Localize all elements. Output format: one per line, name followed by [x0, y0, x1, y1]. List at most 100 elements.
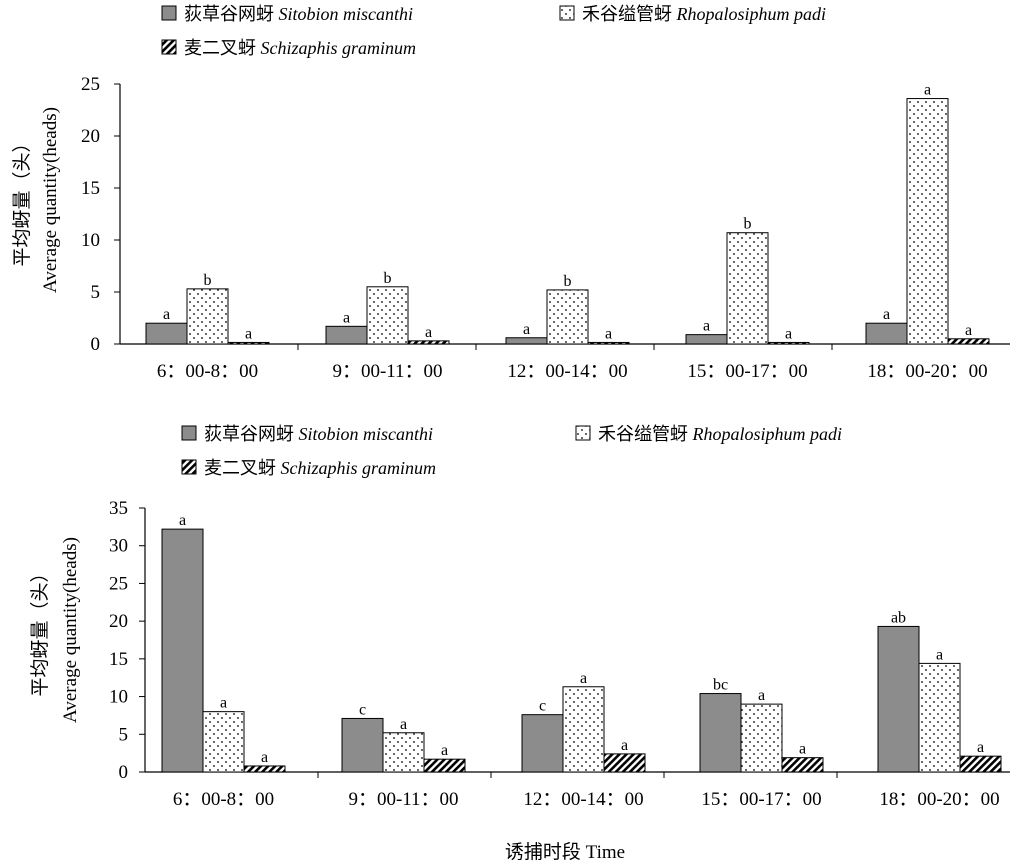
data-label: a [400, 716, 407, 733]
legend-label: 麦二叉蚜 Schizaphis graminum [204, 458, 436, 478]
y-tick-label: 30 [109, 536, 128, 557]
data-label: ab [891, 609, 906, 626]
bar-sitobion [341, 717, 384, 773]
y-axis-label-en: Average quantity(heads) [60, 537, 81, 723]
legend-label: 荻草谷网蚜 Sitobion miscanthi [204, 424, 433, 444]
data-label: a [441, 742, 448, 759]
legend-item-1: 禾谷缢管蚜 Rhopalosiphum padi [559, 4, 826, 24]
bar-rhopalosiphum [382, 732, 425, 773]
bar-sitobion [145, 322, 188, 345]
bar-schizaphis [227, 341, 270, 345]
bar-schizaphis [423, 758, 466, 773]
bar-sitobion [699, 693, 742, 773]
bar-sitobion [685, 334, 728, 345]
y-tick-label: 5 [119, 724, 129, 745]
data-label: a [179, 512, 186, 529]
bar-schizaphis [959, 755, 1002, 773]
data-label: a [936, 646, 943, 663]
y-axis-label-cn: 平均蚜量（头） [11, 133, 33, 266]
x-tick-label: 18：00-20：00 [867, 361, 987, 382]
bar-sitobion [521, 714, 564, 773]
legend-item-2: 麦二叉蚜 Schizaphis graminum [181, 458, 436, 478]
data-label: a [924, 82, 931, 99]
data-label: a [621, 737, 628, 754]
x-tick-label: 6：00-8：00 [173, 789, 274, 810]
y-tick-label: 25 [109, 573, 128, 594]
legend-swatch [559, 5, 575, 21]
y-tick-label: 0 [91, 334, 101, 355]
bar-rhopalosiphum [562, 686, 605, 773]
data-label: b [744, 216, 752, 233]
chart-top: 荻草谷网蚜 Sitobion miscanthi 禾谷缢管蚜 Rhopalosip… [11, 4, 1010, 382]
legend-label: 麦二叉蚜 Schizaphis graminum [184, 38, 416, 58]
x-tick-label: 15：00-17：00 [687, 361, 807, 382]
data-label: b [384, 270, 392, 287]
data-label: c [359, 701, 366, 718]
legend-swatch [161, 5, 177, 21]
y-tick-label: 20 [109, 611, 128, 632]
data-label: b [564, 273, 572, 290]
y-tick-label: 25 [81, 74, 100, 95]
data-label: a [245, 325, 252, 342]
data-label: a [220, 695, 227, 712]
bar-sitobion [505, 337, 548, 345]
bar-schizaphis [767, 341, 810, 345]
bar-rhopalosiphum [918, 662, 961, 773]
legend-swatch [181, 425, 197, 441]
bar-rhopalosiphum [906, 98, 949, 345]
bar-sitobion [325, 325, 368, 345]
data-label: c [539, 698, 546, 715]
y-tick-label: 15 [81, 178, 100, 199]
data-label: a [758, 687, 765, 704]
y-tick-label: 5 [91, 282, 101, 303]
chart-bottom: 荻草谷网蚜 Sitobion miscanthi 禾谷缢管蚜 Rhopalosip… [29, 424, 1010, 810]
bar-rhopalosiphum [546, 289, 589, 345]
y-tick-label: 0 [119, 762, 129, 783]
bar-schizaphis [947, 338, 990, 345]
data-label: a [163, 306, 170, 323]
bar-schizaphis [243, 765, 286, 773]
data-label: a [261, 749, 268, 766]
bar-schizaphis [603, 753, 646, 773]
bar-sitobion [865, 322, 908, 345]
bar-rhopalosiphum [202, 711, 245, 773]
y-axis-label-cn: 平均蚜量（头） [29, 563, 51, 696]
bar-rhopalosiphum [726, 232, 769, 345]
bar-rhopalosiphum [186, 288, 229, 345]
y-tick-label: 15 [109, 649, 128, 670]
data-label: a [785, 325, 792, 342]
legend-item-0: 荻草谷网蚜 Sitobion miscanthi [161, 4, 413, 24]
data-label: a [883, 306, 890, 323]
legend-swatch [161, 39, 177, 55]
y-axis-label-en: Average quantity(heads) [40, 107, 61, 293]
bar-schizaphis [587, 341, 630, 345]
data-label: a [580, 670, 587, 687]
bar-sitobion [877, 625, 920, 773]
data-label: a [523, 321, 530, 338]
x-axis-label: 诱捕时段 Time [505, 841, 625, 863]
data-label: a [965, 322, 972, 339]
y-tick-label: 20 [81, 126, 100, 147]
legend-swatch [575, 425, 591, 441]
x-tick-label: 18：00-20：00 [879, 789, 999, 810]
legend-swatch [181, 459, 197, 475]
x-tick-label: 9：00-11：00 [332, 361, 442, 382]
legend-item-0: 荻草谷网蚜 Sitobion miscanthi [181, 424, 433, 444]
data-label: bc [713, 677, 728, 694]
legend-label: 禾谷缢管蚜 Rhopalosiphum padi [582, 4, 826, 24]
bar-rhopalosiphum [366, 286, 409, 345]
data-label: b [204, 272, 212, 289]
bar-sitobion [161, 528, 204, 773]
legend-label: 荻草谷网蚜 Sitobion miscanthi [184, 4, 413, 24]
y-tick-label: 10 [109, 687, 128, 708]
x-tick-label: 12：00-14：00 [507, 361, 627, 382]
data-label: a [605, 325, 612, 342]
data-label: a [799, 741, 806, 758]
x-tick-label: 12：00-14：00 [523, 789, 643, 810]
x-tick-label: 15：00-17：00 [701, 789, 821, 810]
legend-item-1: 禾谷缢管蚜 Rhopalosiphum padi [575, 424, 842, 444]
x-tick-label: 9：00-11：00 [348, 789, 458, 810]
y-tick-label: 10 [81, 230, 100, 251]
bar-schizaphis [781, 757, 824, 773]
